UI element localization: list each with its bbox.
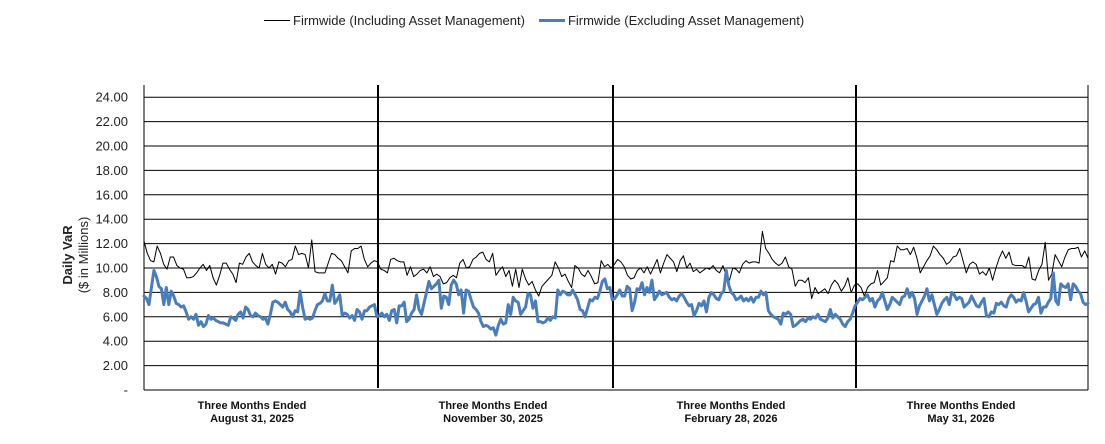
period-label-line1: Three Months Ended [907, 400, 1016, 412]
y-tick-label: 24.00 [95, 90, 128, 105]
y-tick-label: 20.00 [95, 139, 128, 154]
period-label-line1: Three Months Ended [439, 400, 548, 412]
y-tick-label: 6.00 [103, 309, 128, 324]
legend-item-excluding: Firmwide (Excluding Asset Management) [538, 12, 805, 28]
period-label-line1: Three Months Ended [677, 400, 786, 412]
series-line-excluding [142, 268, 1090, 337]
legend-item-including: Firmwide (Including Asset Management) [264, 13, 525, 28]
legend-swatch-excluding [538, 18, 565, 22]
legend-label-including: Firmwide (Including Asset Management) [293, 12, 525, 28]
y-tick-label: - [124, 383, 128, 398]
y-tick-label: 16.00 [95, 187, 128, 202]
series-line-including [143, 230, 1089, 299]
period-label-line2: November 30, 2025 [443, 413, 543, 425]
legend-swatch-including [264, 19, 290, 21]
series-lines [142, 230, 1090, 337]
y-axis-sublabel: ($ in Millions) [76, 217, 91, 294]
chart-legend: Firmwide (Including Asset Management) Fi… [264, 10, 818, 30]
y-axis-label: Daily VaR [60, 225, 75, 285]
period-label-line2: May 31, 2026 [927, 413, 994, 425]
legend-label-excluding: Firmwide (Excluding Asset Management) [567, 12, 805, 28]
y-tick-label: 2.00 [103, 358, 128, 373]
period-label-line2: August 31, 2025 [210, 413, 294, 425]
y-tick-label: 18.00 [95, 163, 128, 178]
y-tick-label: 12.00 [95, 236, 128, 251]
y-tick-label: 14.00 [95, 212, 128, 227]
period-dividers [377, 85, 857, 388]
y-axis-ticks: 24.00 22.00 20.00 18.00 16.00 14.00 12.00 10.00… [95, 90, 128, 398]
y-tick-label: 10.00 [95, 261, 128, 276]
period-label-line2: February 28, 2026 [685, 413, 778, 425]
y-tick-label: 8.00 [103, 285, 128, 300]
gridlines [143, 85, 1089, 391]
period-label-line1: Three Months Ended [198, 400, 307, 412]
y-tick-label: 22.00 [95, 114, 128, 129]
y-tick-label: 4.00 [103, 334, 128, 349]
